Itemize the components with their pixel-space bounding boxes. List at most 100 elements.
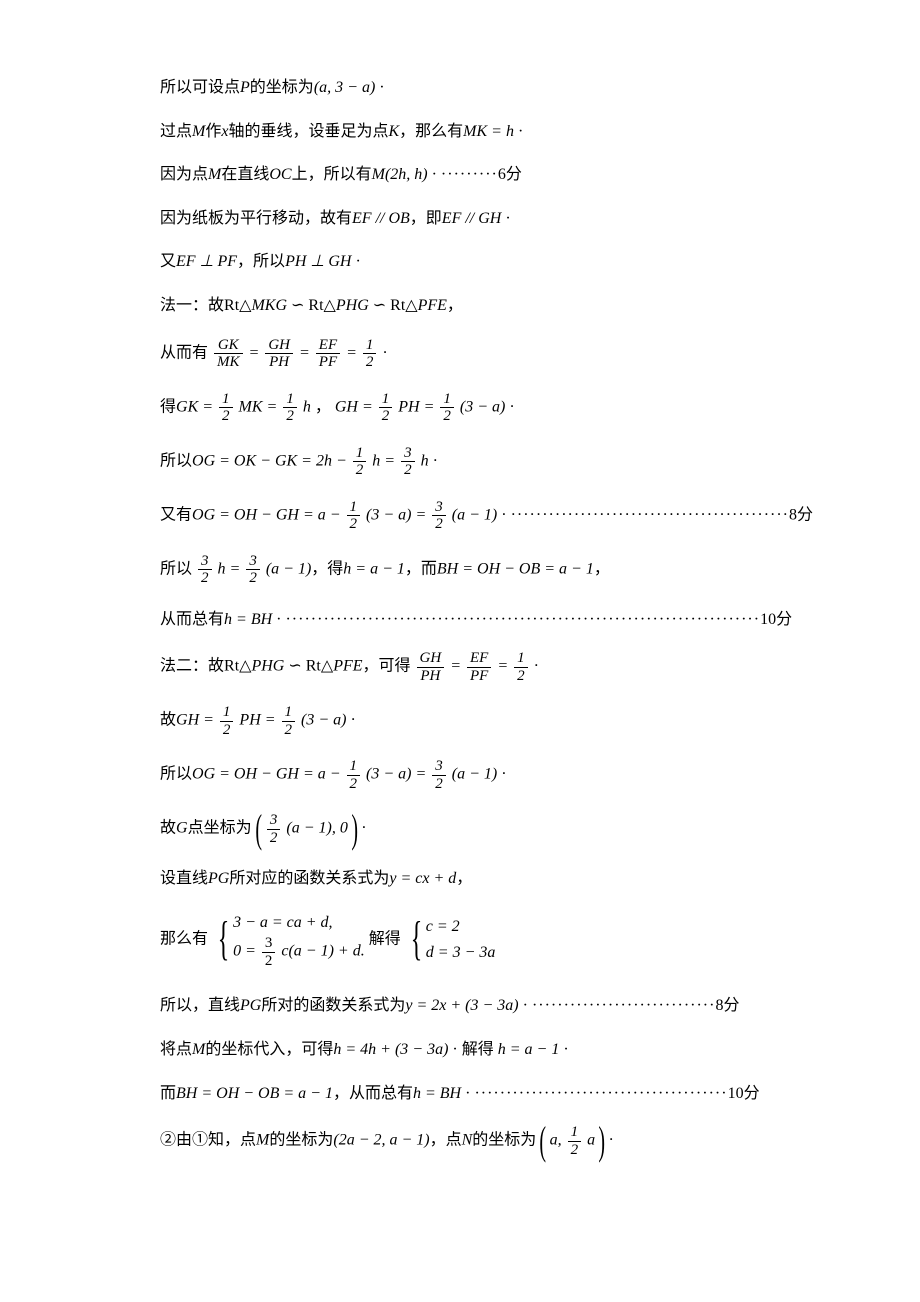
text: ，从而总有 (333, 1085, 413, 1102)
text: 故 (160, 820, 176, 837)
var-M: M (208, 166, 221, 183)
expr: (a − 1) (452, 506, 497, 523)
text: 的坐标为 (269, 1132, 333, 1149)
document-page: 所以可设点P的坐标为(a, 3 − a) · 过点M作x轴的垂线，设垂足为点K，… (0, 0, 920, 1302)
line-14: 故GH = 12 PH = 12 (3 − a) · (160, 704, 830, 738)
text: · (355, 253, 360, 270)
text: · (563, 1041, 568, 1058)
num: EF (467, 650, 491, 668)
line-8: 得GK = 12 MK = 12 h ， GH = 12 PH = 12 (3 … (160, 391, 830, 425)
expr: GH = (176, 712, 214, 729)
dots: ····························· (532, 997, 716, 1014)
expr: h = 4h + (3 − 3a) (333, 1041, 448, 1058)
expr: (a − 1) (452, 766, 497, 783)
text: 的坐标为 (250, 79, 314, 96)
text: · (465, 1085, 470, 1102)
expr: h = a − 1 (343, 560, 405, 577)
text: ，即 (410, 210, 442, 227)
fraction: EFPF (467, 650, 491, 684)
score: 6分 (498, 166, 522, 183)
line-7: 从而有 GKMK = GHPH = EFPF = 12 · (160, 337, 830, 371)
expr: a (587, 1132, 595, 1149)
text: · (351, 712, 356, 729)
expr: OG = OH − GH = a − (192, 506, 341, 523)
text: c(a − 1) + d. (281, 943, 364, 960)
text: 作 (205, 123, 221, 140)
num: 1 (282, 704, 296, 722)
num: 3 (267, 812, 281, 830)
den: 2 (267, 830, 281, 847)
den: PH (417, 668, 445, 685)
line-3: 因为点M在直线OC上，所以有M(2h, h) · ·········6分 (160, 162, 830, 188)
eq: = (299, 344, 314, 361)
var: PH (398, 398, 419, 415)
tri: △ (239, 297, 251, 314)
paren-left: ( (540, 1129, 547, 1153)
expr: EF // OB (352, 210, 410, 227)
expr: a, (550, 1132, 562, 1149)
eq: = (450, 658, 465, 675)
tri: △ (321, 658, 333, 675)
text: · (505, 210, 510, 227)
fraction: 12 (353, 445, 367, 479)
expr: MK = h (463, 123, 514, 140)
dots: ········· (441, 166, 498, 183)
text: · (501, 766, 506, 783)
line-19: 所以，直线PG所对的函数关系式为y = 2x + (3 − 3a) · ····… (160, 993, 830, 1019)
eq: = (346, 344, 361, 361)
expr: OG = OK − GK = 2h − (192, 452, 347, 469)
fraction: GHPH (417, 650, 445, 684)
expr: (3 − a) (301, 712, 346, 729)
num: 3 (401, 445, 415, 463)
den: 2 (514, 668, 528, 685)
text: · (518, 123, 523, 140)
expr: PH = (239, 712, 275, 729)
fraction: 32 (432, 499, 446, 533)
text: 设直线 (160, 870, 208, 887)
line-16: 故G点坐标为 ( 32 (a − 1), 0 ) · (160, 812, 830, 846)
line-5: 又EF ⊥ PF，所以PH ⊥ GH · (160, 249, 830, 275)
line-2: 过点M作x轴的垂线，设垂足为点K，那么有MK = h · (160, 119, 830, 145)
text: 所以 (160, 560, 192, 577)
line-1: 所以可设点P的坐标为(a, 3 − a) · (160, 75, 830, 101)
den: 2 (262, 953, 276, 970)
text: 解得 (369, 930, 401, 947)
text: 的坐标为 (472, 1132, 536, 1149)
brace-left: { (218, 925, 230, 954)
var: PG (240, 997, 261, 1014)
text: 所以 (160, 766, 192, 783)
line-20: 将点M的坐标代入，可得h = 4h + (3 − 3a) · 解得 h = a … (160, 1037, 830, 1063)
text: 故 (160, 712, 176, 729)
den: 2 (198, 570, 212, 587)
text: 得 (160, 398, 176, 415)
line-17: 设直线PG所对应的函数关系式为y = cx + d， (160, 866, 830, 892)
den: 2 (347, 776, 361, 793)
var: PFE (333, 658, 362, 675)
dots: ········································… (285, 611, 760, 628)
rt: Rt (390, 297, 405, 314)
expr: h = (218, 560, 241, 577)
expr: (a, 3 − a) (314, 79, 375, 96)
num: 1 (440, 391, 454, 409)
eq: = (420, 398, 439, 415)
fraction: 12 (440, 391, 454, 425)
row: 0 = 32 c(a − 1) + d. (233, 935, 365, 969)
num: 1 (283, 391, 297, 409)
text: 从而总有 (160, 611, 224, 628)
expr: h = BH (413, 1085, 461, 1102)
expr: y = cx + d (389, 870, 456, 887)
expr: (3 − a) (460, 398, 505, 415)
text: 的坐标代入，可得 (205, 1041, 333, 1058)
fraction: 12 (363, 337, 377, 371)
line-15: 所以OG = OH − GH = a − 12 (3 − a) = 32 (a … (160, 758, 830, 792)
var: MK (239, 398, 263, 415)
text: · (534, 658, 539, 675)
line-6: 法一：故Rt△MKG ∽ Rt△PHG ∽ Rt△PFE， (160, 293, 830, 319)
var: N (462, 1132, 473, 1149)
system-1: 3 − a = ca + d, 0 = 32 c(a − 1) + d. (233, 910, 365, 970)
text: 点坐标为 (188, 820, 252, 837)
text: 所对的函数关系式为 (261, 997, 405, 1014)
text: · (432, 166, 437, 183)
expr: M(2h, h) (372, 166, 428, 183)
brace-left: { (410, 925, 422, 954)
